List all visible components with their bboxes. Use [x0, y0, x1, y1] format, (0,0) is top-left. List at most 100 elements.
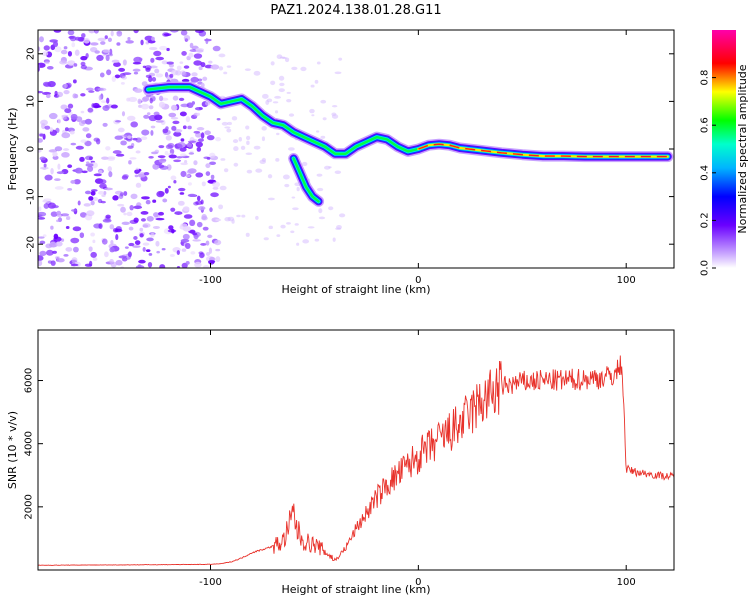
spectrogram-noise-blob	[104, 251, 109, 258]
spectrogram-noise-blob	[193, 160, 198, 166]
spectrogram-noise-blob	[109, 259, 114, 264]
spectrogram-noise-blob	[38, 260, 43, 267]
spectrogram-noise-blob	[122, 59, 127, 66]
spectrogram-noise-blob	[255, 215, 259, 220]
spectrogram-noise-blob	[245, 125, 250, 130]
spectrogram-noise-blob	[90, 200, 95, 206]
spectrogram-noise-blob	[145, 94, 152, 98]
spectrogram-noise-blob	[278, 75, 285, 81]
snr-x-label: Height of straight line (km)	[281, 583, 430, 596]
spectrogram-noise-blob	[151, 36, 155, 41]
spectrogram-noise-blob	[158, 145, 165, 149]
spectrogram-noise-blob	[103, 190, 107, 195]
spectrogram-noise-blob	[261, 136, 266, 142]
spectrogram-noise-blob	[159, 45, 168, 51]
spectrogram-noise-blob	[83, 37, 90, 44]
spectrogram-y-axis: -20 -10 0 10 20	[26, 47, 674, 252]
colorbar-gradient	[712, 30, 736, 268]
spectrogram-noise-blob	[115, 259, 123, 266]
spectrogram-noise-blob	[70, 142, 77, 146]
spectrogram-noise-blob	[206, 252, 211, 256]
spectrogram-noise-blob	[55, 241, 63, 247]
colorbar-tick-label: 0.2	[700, 212, 711, 228]
spectrogram-noise-blob	[106, 69, 112, 76]
spectrogram-noise-blob	[153, 50, 162, 57]
spectrogram-noise-blob	[193, 60, 203, 66]
spectrogram-noise-blob	[286, 222, 291, 225]
spectrogram-noise-blob	[84, 190, 92, 195]
spectrogram-noise-blob	[51, 205, 59, 209]
spectrogram-noise-blob	[57, 163, 61, 170]
spectrogram-noise-blob	[164, 150, 169, 156]
spectrogram-noise-blob	[135, 150, 141, 154]
x-tick-label: 0	[415, 275, 421, 286]
spectrogram-noise-blob	[172, 95, 179, 101]
spectrogram-noise-blob	[189, 42, 194, 49]
spectrogram-noise-blob	[244, 68, 251, 72]
spectrogram-noise-blob	[45, 243, 53, 249]
spectrogram-noise-blob	[224, 126, 231, 129]
spectrogram-noise-blob	[220, 158, 226, 161]
spectrogram-noise-blob	[74, 167, 83, 174]
spectrogram-x-axis: -100 0 100	[199, 30, 636, 286]
spectrogram-noise-blob	[43, 203, 50, 209]
spectrogram-noise-blob	[84, 118, 93, 125]
spectrogram-noise-blob	[226, 65, 232, 68]
spectrogram-noise-blob	[93, 105, 102, 108]
spectrogram-noise-blob	[142, 65, 147, 69]
spectrogram-noise-blob	[193, 53, 203, 59]
spectrogram-noise-blob	[115, 153, 125, 157]
spectrogram-noise-blob	[117, 127, 125, 133]
spectrogram-noise-blob	[56, 171, 65, 175]
spectrogram-noise-blob	[338, 57, 343, 61]
spectrogram-noise-blob	[38, 46, 41, 52]
spectrogram-noise-blob	[130, 193, 138, 200]
spectrogram-noise-blob	[85, 163, 94, 167]
spectrogram-noise-blob	[159, 264, 166, 268]
spectrogram-noise-blob	[177, 200, 185, 206]
spectrogram-noise-blob	[198, 251, 204, 255]
spectrogram-noise-blob	[105, 214, 111, 219]
spectrogram-noise-blob	[83, 203, 91, 207]
spectrogram-noise-blob	[187, 125, 192, 130]
spectrogram-noise-blob	[180, 238, 190, 243]
spectrogram-noise-blob	[155, 120, 164, 123]
spectrogram-noise-blob	[202, 226, 209, 231]
spectrogram-noise-blob	[91, 103, 95, 108]
spectrogram-noise-blob	[86, 165, 94, 172]
spectrogram-noise-blob	[205, 101, 211, 106]
spectrogram-noise-blob	[43, 163, 47, 168]
spectrogram-noise-blob	[171, 228, 175, 234]
spectrogram-noise-blob	[278, 88, 285, 93]
spectrogram-noise-blob	[246, 135, 251, 141]
y-tick-label: 20	[26, 47, 37, 60]
spectrogram-noise-blob	[112, 195, 119, 201]
spectrogram-noise-blob	[170, 117, 179, 120]
spectrogram-noise-blob	[169, 253, 175, 257]
spectrogram-noise-blob	[47, 81, 56, 88]
spectrogram-noise-blob	[98, 190, 104, 195]
spectrogram-noise-blob	[233, 146, 239, 152]
spectrogram-noise-blob	[73, 246, 79, 253]
spectrogram-noise-blob	[102, 49, 111, 53]
spectrogram-noise-blob	[120, 192, 124, 197]
spectrogram-noise-blob	[166, 61, 174, 65]
spectrogram-noise-blob	[180, 30, 188, 36]
spectrogram-noise-blob	[280, 224, 286, 229]
spectrogram-noise-blob	[238, 136, 242, 142]
spectrogram-noise-blob	[144, 35, 154, 41]
spectrogram-noise-blob	[320, 99, 327, 104]
spectrogram-noise-blob	[291, 66, 298, 71]
spectrogram-noise-blob	[134, 169, 141, 174]
spectrogram-noise-blob	[186, 169, 194, 174]
spectrogram-noise-blob	[102, 218, 112, 223]
spectrogram-noise-blob	[198, 66, 203, 71]
spectrogram-noise-blob	[115, 120, 122, 123]
spectrogram-noise-blob	[206, 135, 215, 141]
spectrogram-noise-blob	[53, 233, 59, 240]
spectrogram-noise-blob	[205, 163, 211, 169]
spectrogram-noise-blob	[158, 101, 166, 108]
spectrogram-noise-blob	[54, 186, 64, 190]
spectrogram-noise-blob	[152, 225, 160, 230]
y-tick-label: -10	[26, 188, 37, 204]
